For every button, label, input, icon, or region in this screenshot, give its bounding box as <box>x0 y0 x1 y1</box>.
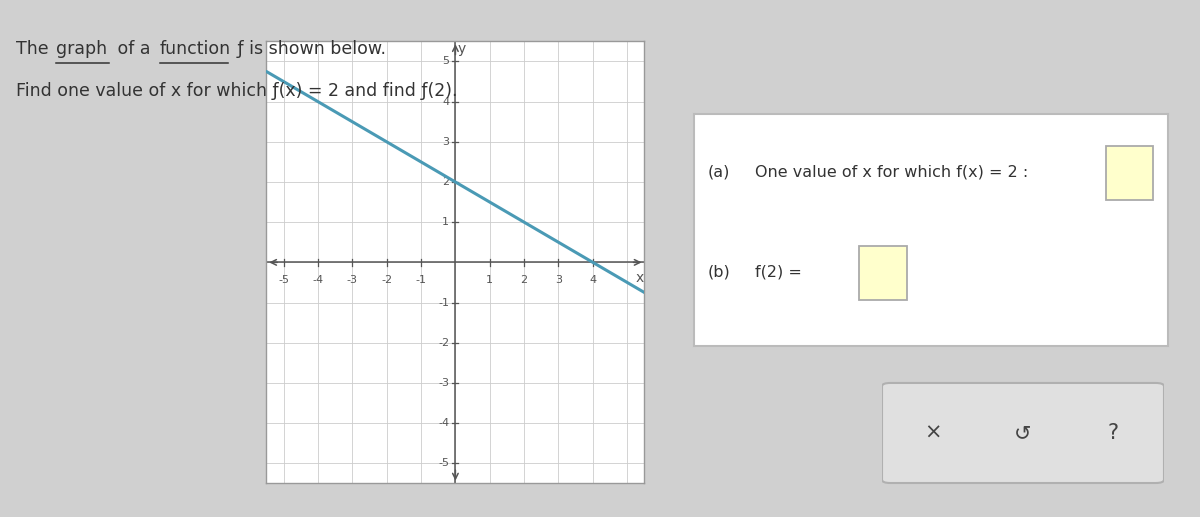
Text: -4: -4 <box>312 275 324 285</box>
Text: y: y <box>457 42 466 56</box>
Text: The: The <box>16 40 54 58</box>
FancyBboxPatch shape <box>859 247 907 300</box>
Text: 1: 1 <box>443 217 449 227</box>
Text: 4: 4 <box>442 97 449 107</box>
Text: Find one value of x for which ƒ(x) = 2 and find ƒ(2).: Find one value of x for which ƒ(x) = 2 a… <box>16 82 457 100</box>
FancyBboxPatch shape <box>882 383 1164 483</box>
Text: -5: -5 <box>278 275 289 285</box>
Text: x: x <box>635 270 643 285</box>
Text: ×: × <box>924 423 942 443</box>
Text: 3: 3 <box>554 275 562 285</box>
Text: -2: -2 <box>382 275 392 285</box>
Text: 3: 3 <box>443 137 449 147</box>
Text: of a: of a <box>112 40 156 58</box>
Text: function: function <box>160 40 230 58</box>
Text: 2: 2 <box>442 177 449 187</box>
Text: 5: 5 <box>443 56 449 67</box>
Text: -5: -5 <box>438 458 449 468</box>
Text: (a): (a) <box>708 164 730 179</box>
Text: (b): (b) <box>708 264 731 280</box>
Text: -1: -1 <box>415 275 426 285</box>
Text: -4: -4 <box>438 418 449 428</box>
Text: -3: -3 <box>347 275 358 285</box>
Text: ↺: ↺ <box>1014 423 1032 443</box>
Text: 2: 2 <box>521 275 528 285</box>
Text: -2: -2 <box>438 338 449 348</box>
Text: -1: -1 <box>438 298 449 308</box>
Text: ?: ? <box>1108 423 1118 443</box>
Text: graph: graph <box>56 40 108 58</box>
Text: -3: -3 <box>438 378 449 388</box>
Text: ƒ is shown below.: ƒ is shown below. <box>232 40 385 58</box>
Text: One value of x for which f(x) = 2 :: One value of x for which f(x) = 2 : <box>755 164 1028 179</box>
Text: 4: 4 <box>589 275 596 285</box>
Text: 1: 1 <box>486 275 493 285</box>
FancyBboxPatch shape <box>1106 146 1153 200</box>
Text: f(2) =: f(2) = <box>755 264 802 280</box>
